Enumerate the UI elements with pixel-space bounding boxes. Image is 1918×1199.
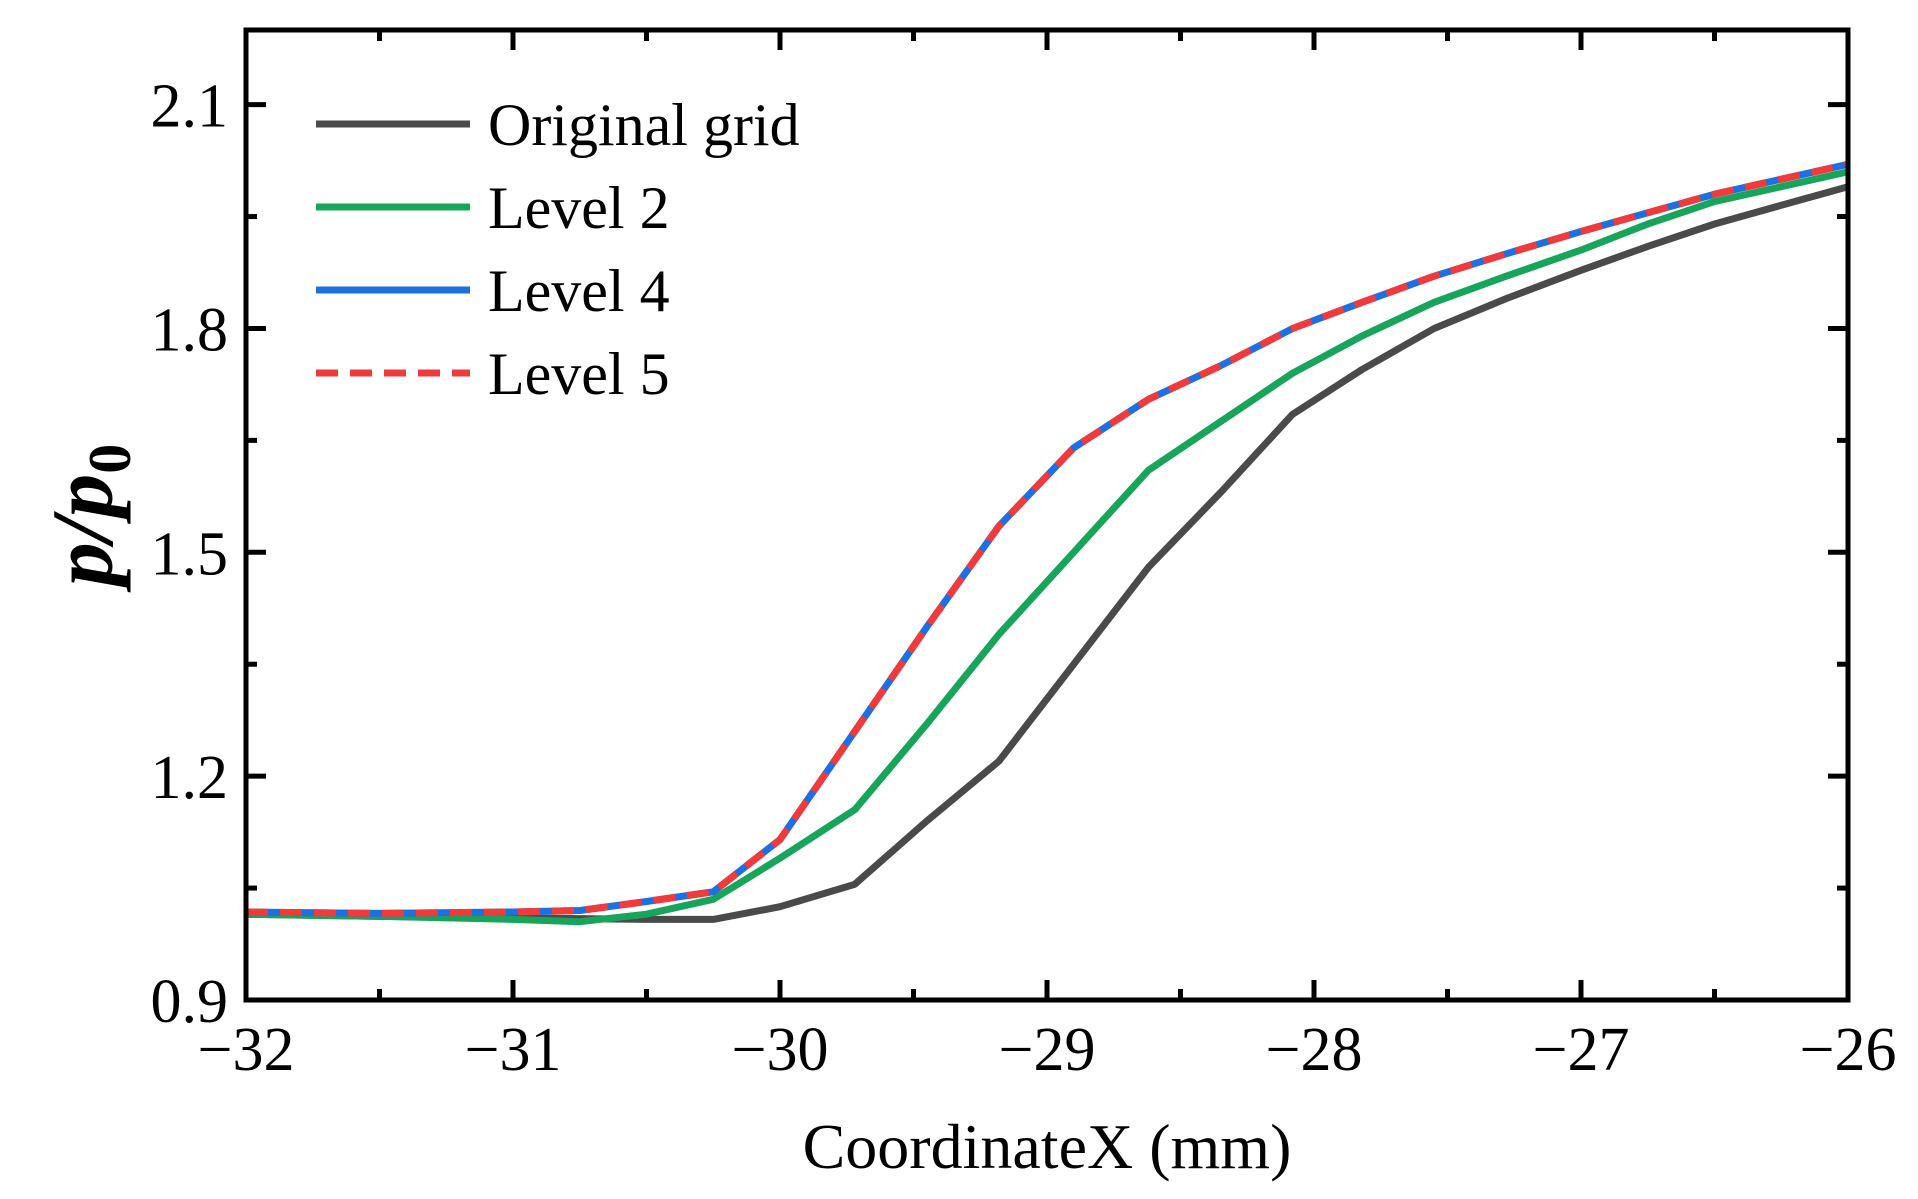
tick-layer: −32 −31 −30 −29 −28 −27 −26 0.9 1.2 1.5 1.8 2.1 <box>151 30 1897 1084</box>
legend-label-level-5: Level 5 <box>488 341 670 407</box>
y-axis-title: p/p0 <box>35 444 143 593</box>
x-tick-label: −30 <box>732 1016 829 1084</box>
y-axis-symbol: p/p <box>35 474 132 593</box>
y-tick-label: 2.1 <box>151 73 229 141</box>
series-line-level-2 <box>246 168 1848 926</box>
x-tick-label: −28 <box>1266 1016 1363 1084</box>
y-axis-subscript: 0 <box>77 444 143 474</box>
x-tick-label: −29 <box>999 1016 1096 1084</box>
series-line-level-4 <box>246 160 1848 917</box>
series-line-original-grid <box>246 183 1848 923</box>
plot-frame <box>243 27 1851 1003</box>
x-tick-label: −31 <box>465 1016 562 1084</box>
y-tick-label: 1.8 <box>151 296 229 364</box>
x-tick-label: −27 <box>1533 1016 1630 1084</box>
legend-label-level-4: Level 4 <box>488 258 670 324</box>
series-line-level-5 <box>246 160 1848 917</box>
series-layer <box>246 160 1848 926</box>
x-axis-title: CoordinateX (mm) <box>803 1111 1292 1182</box>
y-tick-label: 0.9 <box>151 968 229 1036</box>
legend-label-level-2: Level 2 <box>488 175 670 241</box>
legend-label-original-grid: Original grid <box>488 92 800 158</box>
y-tick-label: 1.2 <box>151 744 229 812</box>
x-tick-label: −32 <box>198 1016 295 1084</box>
legend: Original grid Level 2 Level 4 Level 5 <box>316 92 800 407</box>
x-tick-label: −26 <box>1800 1016 1897 1084</box>
y-tick-label: 1.5 <box>151 520 229 588</box>
